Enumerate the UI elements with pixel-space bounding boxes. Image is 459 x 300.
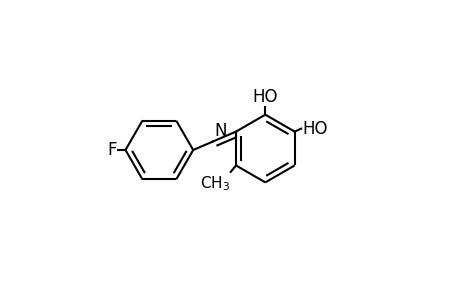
Text: HO: HO [302, 120, 327, 138]
Text: N: N [213, 122, 226, 140]
Text: CH$_3$: CH$_3$ [200, 174, 230, 193]
Text: F: F [107, 141, 117, 159]
Text: HO: HO [252, 88, 278, 106]
